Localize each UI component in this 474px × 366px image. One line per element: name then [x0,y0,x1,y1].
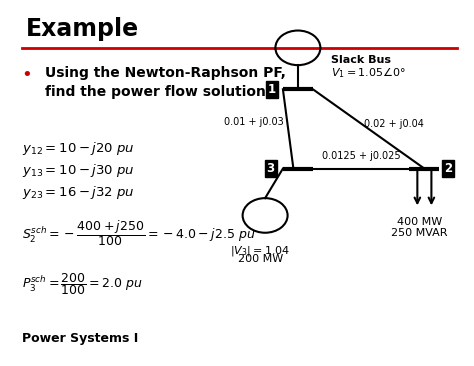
Text: 2: 2 [444,162,452,175]
Text: $y_{13} = 10 - j30 \ pu$: $y_{13} = 10 - j30 \ pu$ [21,162,134,179]
Text: Using the Newton-Raphson PF,
find the power flow solution: Using the Newton-Raphson PF, find the po… [45,66,286,99]
Text: 0.01 + j0.03: 0.01 + j0.03 [224,117,283,127]
Text: 200 MW: 200 MW [238,254,283,264]
Text: 400 MW: 400 MW [397,217,442,227]
Text: $V_1 = 1.05\angle 0°$: $V_1 = 1.05\angle 0°$ [331,66,406,81]
Text: 3: 3 [267,162,275,175]
Text: 0.02 + j0.04: 0.02 + j0.04 [364,119,424,128]
Text: $|V_3| = 1.04$: $|V_3| = 1.04$ [230,243,291,258]
Text: $P_3^{sch} = \dfrac{200}{100} = 2.0\ pu$: $P_3^{sch} = \dfrac{200}{100} = 2.0\ pu$ [21,271,143,297]
Text: $y_{12} = 10 - j20 \ pu$: $y_{12} = 10 - j20 \ pu$ [21,140,134,157]
Text: Power Systems I: Power Systems I [21,332,138,345]
Text: $S_2^{sch} = -\dfrac{400 + j250}{100} = -4.0 - j2.5\ pu$: $S_2^{sch} = -\dfrac{400 + j250}{100} = … [21,219,255,249]
Text: $y_{23} = 16 - j32 \ pu$: $y_{23} = 16 - j32 \ pu$ [21,183,134,201]
Text: •: • [21,66,32,84]
Text: 0.0125 + j0.025: 0.0125 + j0.025 [322,151,401,161]
Text: Slack Bus: Slack Bus [331,55,391,66]
Text: 1: 1 [268,83,276,96]
Text: 250 MVAR: 250 MVAR [392,228,448,238]
Text: Example: Example [26,17,139,41]
